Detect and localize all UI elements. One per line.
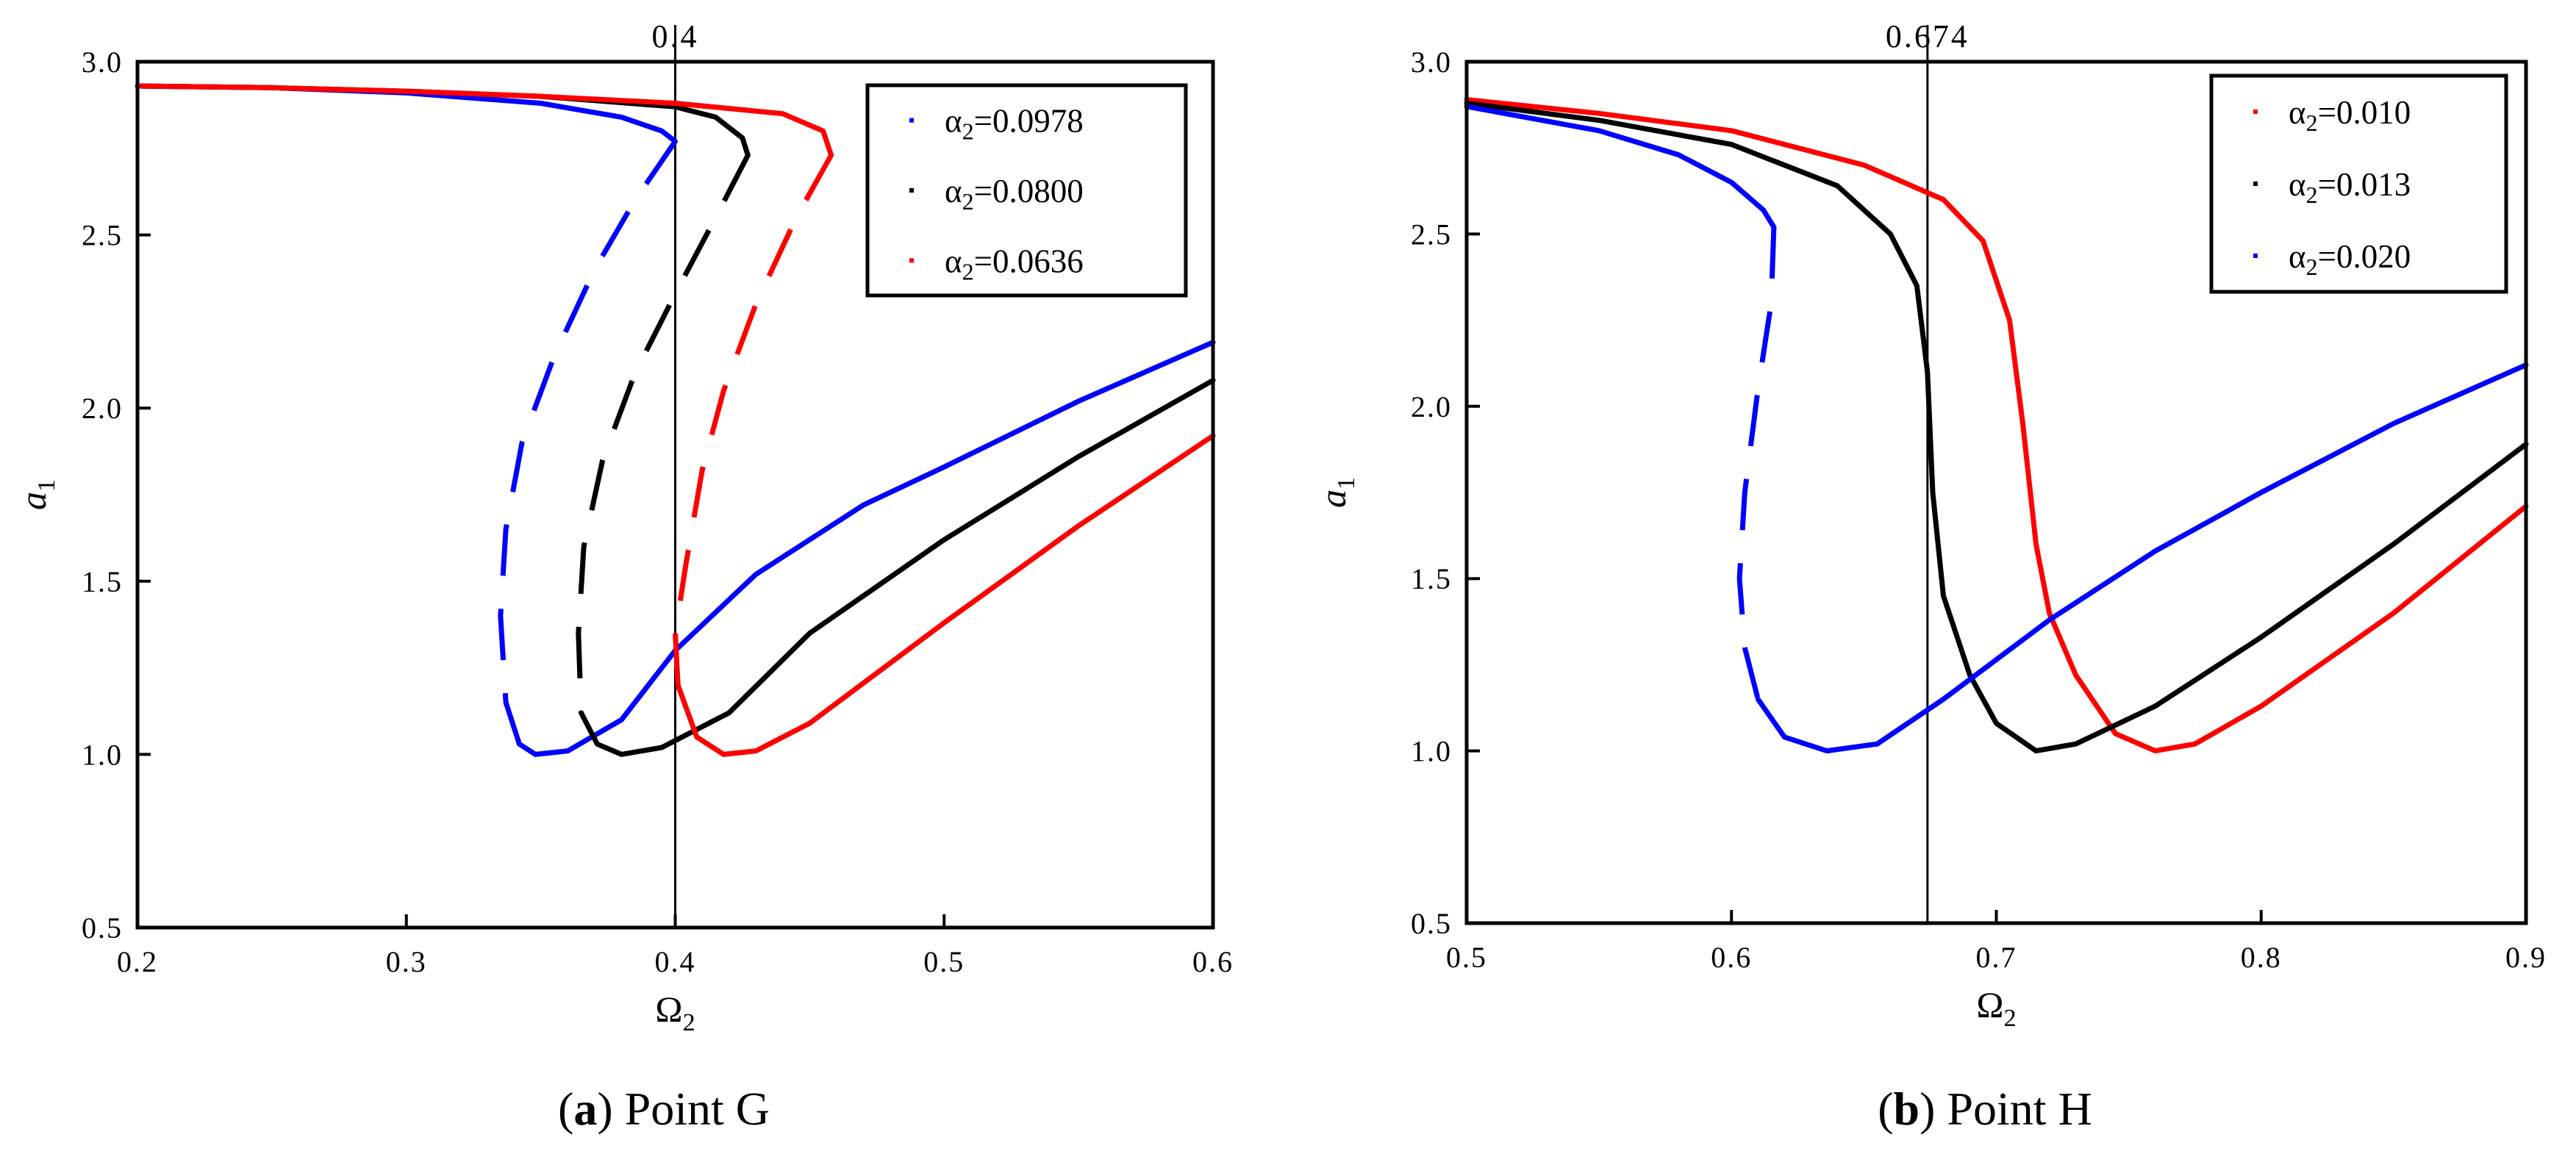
y-tick-label: 1.5: [1411, 562, 1452, 595]
x-tick-label: 0.8: [2241, 941, 2282, 974]
y-tick-label: 2.0: [1411, 390, 1452, 423]
x-axis-label: Ω2: [655, 989, 695, 1036]
y-axis-label: a1: [12, 479, 60, 510]
legend-entry: α2=0.0636: [945, 243, 1084, 284]
legend-box: [865, 83, 1188, 298]
series-2-stable-lower: [1755, 362, 2529, 754]
y-tick-label: 2.5: [1411, 218, 1452, 251]
legend-marker: [909, 258, 914, 263]
series-0-stable-upper: [1464, 97, 2529, 754]
legend-box: [2209, 73, 2508, 294]
y-tick-label: 1.0: [82, 738, 123, 771]
x-tick-label: 0.4: [655, 945, 696, 978]
series-2-stable-upper: [135, 83, 834, 158]
x-tick-label: 0.6: [1192, 945, 1234, 978]
series-2-stable-upper: [1464, 104, 1777, 230]
series-2-stable-lower: [675, 433, 1216, 757]
panel-caption: (b) Point H: [1878, 1083, 2092, 1135]
x-axis-label: Ω2: [1976, 984, 2016, 1032]
y-tick-label: 3.0: [82, 46, 123, 79]
legend: α2=0.0978 α2=0.0800 α2=0.0636: [865, 83, 1188, 298]
y-tick-label: 1.0: [1411, 735, 1452, 768]
x-tick-label: 0.6: [1711, 941, 1752, 974]
series-1-stable-upper: [1464, 100, 2529, 754]
x-tick-label: 0.3: [386, 945, 427, 978]
legend-entry: α2=0.0800: [945, 173, 1084, 215]
legend-entry: α2=0.013: [2289, 166, 2411, 208]
series-2-unstable: [672, 154, 834, 686]
panel-b: 0.5 0.6 0.7 0.8 0.90.51.01.52.02.53.0 0.674 …: [1312, 18, 2547, 1135]
legend-entry: α2=0.010: [2289, 94, 2411, 136]
panel-caption: (a) Point G: [558, 1083, 770, 1135]
legend-marker: [909, 118, 914, 123]
x-tick-label: 0.5: [1446, 941, 1487, 974]
y-tick-label: 1.5: [82, 565, 123, 598]
reference-line-label: 0.674: [1886, 18, 1969, 54]
legend: α2=0.010 α2=0.013 α2=0.020: [2209, 73, 2508, 294]
legend-entry: α2=0.0978: [945, 103, 1084, 145]
x-tick-label: 0.9: [2505, 941, 2547, 974]
y-tick-label: 0.5: [1411, 907, 1452, 940]
y-tick-label: 0.5: [82, 911, 123, 944]
legend-marker: [2253, 254, 2258, 258]
x-tick-label: 0.5: [923, 945, 965, 978]
series-1-unstable: [576, 154, 751, 714]
panel-a: 0.2 0.3 0.4 0.5 0.6 0.5 1.0 1.5 2.0 2.5 3.0 0.4 Ω2…: [12, 18, 1234, 1135]
legend-marker: [2253, 110, 2258, 114]
series-1-stable-lower: [579, 378, 1216, 757]
x-tick-label: 0.7: [1976, 941, 2017, 974]
x-tick-label: 0.2: [117, 945, 158, 978]
y-axis-label: a1: [1312, 477, 1360, 508]
y-tick-label: 3.0: [1411, 46, 1452, 79]
series-0-unstable: [498, 140, 678, 703]
legend-entry: α2=0.020: [2289, 238, 2411, 280]
y-tick-label: 2.5: [82, 219, 123, 252]
reference-line-label: 0.4: [652, 18, 699, 54]
legend-marker: [2253, 182, 2258, 186]
legend-marker: [909, 188, 914, 193]
y-tick-label: 2.0: [82, 392, 123, 425]
series-2-unstable: [1736, 226, 1777, 700]
